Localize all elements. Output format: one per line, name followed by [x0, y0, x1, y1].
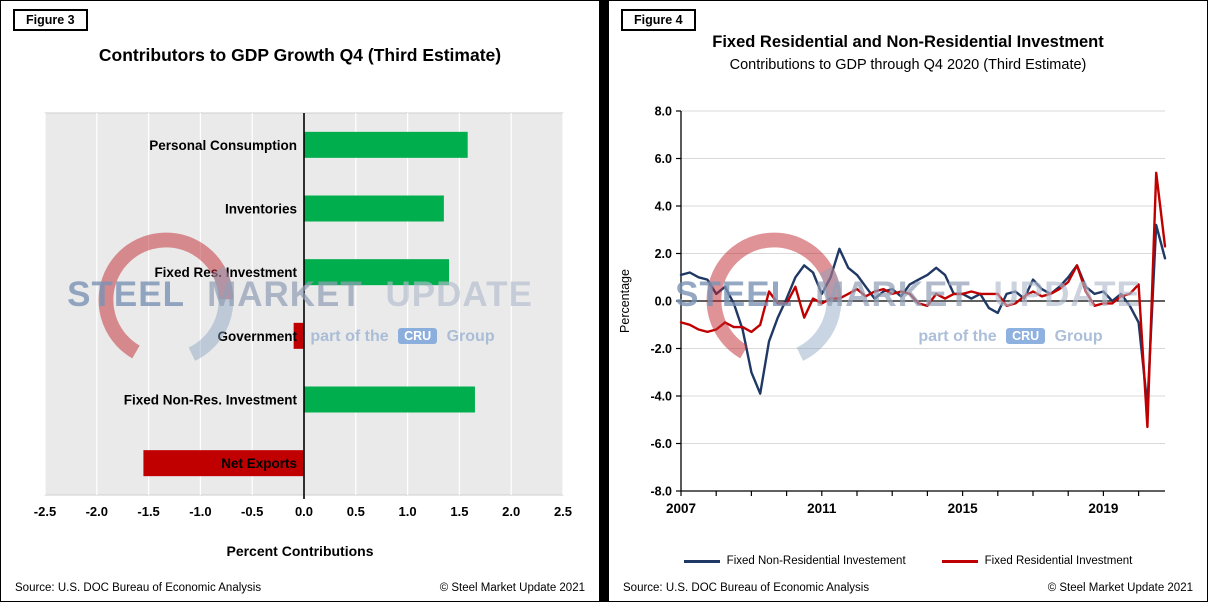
legend-label: Fixed Residential Investment: [984, 555, 1133, 567]
line-chart-legend: Fixed Non-Residential Investement Fixed R…: [609, 555, 1207, 567]
legend-item: Fixed Non-Residential Investement: [683, 555, 906, 567]
bar-chart-title: Contributors to GDP Growth Q4 (Third Est…: [98, 45, 502, 65]
panel-divider: [599, 1, 609, 601]
bar-category-label: Fixed Res. Investment: [154, 265, 297, 280]
bar-2: [304, 259, 450, 286]
figure4-panel: Figure 4 Fixed Residential and Non-Resid…: [609, 1, 1207, 601]
bar-category-label: Fixed Non-Res. Investment: [124, 393, 298, 408]
line-chart-subtitle: Contributions to GDP through Q4 2020 (Th…: [729, 57, 1087, 73]
x-tick-label: 1.5: [450, 504, 468, 519]
bar-category-label: Inventories: [225, 202, 297, 217]
line-chart-yaxis-title: Percentage: [618, 269, 632, 333]
y-tick-label: -8.0: [650, 485, 672, 499]
bar-1: [304, 195, 444, 222]
x-tick-label: 2007: [666, 501, 696, 516]
figure3-label-box: Figure 3: [13, 9, 88, 31]
x-tick-label: -2.0: [86, 504, 108, 519]
bar-5: [143, 450, 304, 477]
bar-0: [304, 131, 468, 158]
x-tick-label: 2015: [948, 501, 979, 516]
x-tick-label: 2.0: [502, 504, 520, 519]
series-line-1: [679, 171, 1167, 429]
x-tick-label: -1.0: [189, 504, 211, 519]
y-tick-label: -4.0: [650, 390, 672, 404]
y-tick-label: 6.0: [655, 152, 672, 166]
legend-line-swatch: [941, 559, 978, 563]
y-tick-label: 2.0: [655, 247, 672, 261]
x-tick-label: 2019: [1088, 501, 1118, 516]
x-tick-label: 0.0: [295, 504, 313, 519]
figure4-copyright: © Steel Market Update 2021: [1047, 582, 1193, 594]
figure3-source: Source: U.S. DOC Bureau of Economic Anal…: [15, 582, 262, 594]
x-tick-label: 0.5: [347, 504, 365, 519]
figure3-copyright: © Steel Market Update 2021: [439, 582, 585, 594]
y-tick-label: -6.0: [650, 437, 672, 451]
legend-item: Fixed Residential Investment: [941, 555, 1133, 567]
figure4-label-box: Figure 4: [621, 9, 696, 31]
figure4-source: Source: U.S. DOC Bureau of Economic Anal…: [623, 582, 870, 594]
legend-label: Fixed Non-Residential Investement: [726, 555, 906, 567]
bar-4: [304, 386, 475, 413]
x-tick-label: 1.0: [399, 504, 417, 519]
line-chart-svg: 8.0 6.0 4.0 2.0 0.0 -2.0 -4.0 -6.0 -8.0 2007 2011 2…: [650, 105, 1167, 516]
legend-line-swatch: [683, 559, 720, 563]
bar-category-label: Government: [217, 329, 297, 344]
figure3-footer: Source: U.S. DOC Bureau of Economic Anal…: [1, 582, 599, 594]
x-tick-label: -1.5: [137, 504, 159, 519]
y-tick-label: -2.0: [650, 342, 672, 356]
y-tick-label: 0.0: [655, 295, 672, 309]
x-tick-label: -2.5: [34, 504, 56, 519]
x-tick-label: 2.5: [554, 504, 572, 519]
y-tick-label: 8.0: [655, 105, 672, 119]
figure3-panel: Figure 3 Contributors to GDP Growth Q4 (…: [1, 1, 599, 601]
bar-category-label: Net Exports: [221, 456, 297, 471]
line-chart-title: Fixed Residential and Non-Residential In…: [712, 33, 1104, 51]
x-tick-label: -0.5: [241, 504, 263, 519]
bar-3: [293, 322, 304, 349]
bar-category-label: Personal Consumption: [149, 138, 297, 153]
x-tick-label: 2011: [807, 501, 837, 516]
bar-chart-svg: -2.5 -2.0 -1.5 -1.0 -0.5 0.0 0.5 1.0 1.5 2.0 2.5 Pe…: [34, 112, 572, 519]
figure4-footer: Source: U.S. DOC Bureau of Economic Anal…: [609, 582, 1207, 594]
y-tick-label: 4.0: [655, 200, 672, 214]
bar-chart-xaxis-title: Percent Contributions: [226, 543, 374, 559]
series-line-0: [679, 223, 1167, 407]
